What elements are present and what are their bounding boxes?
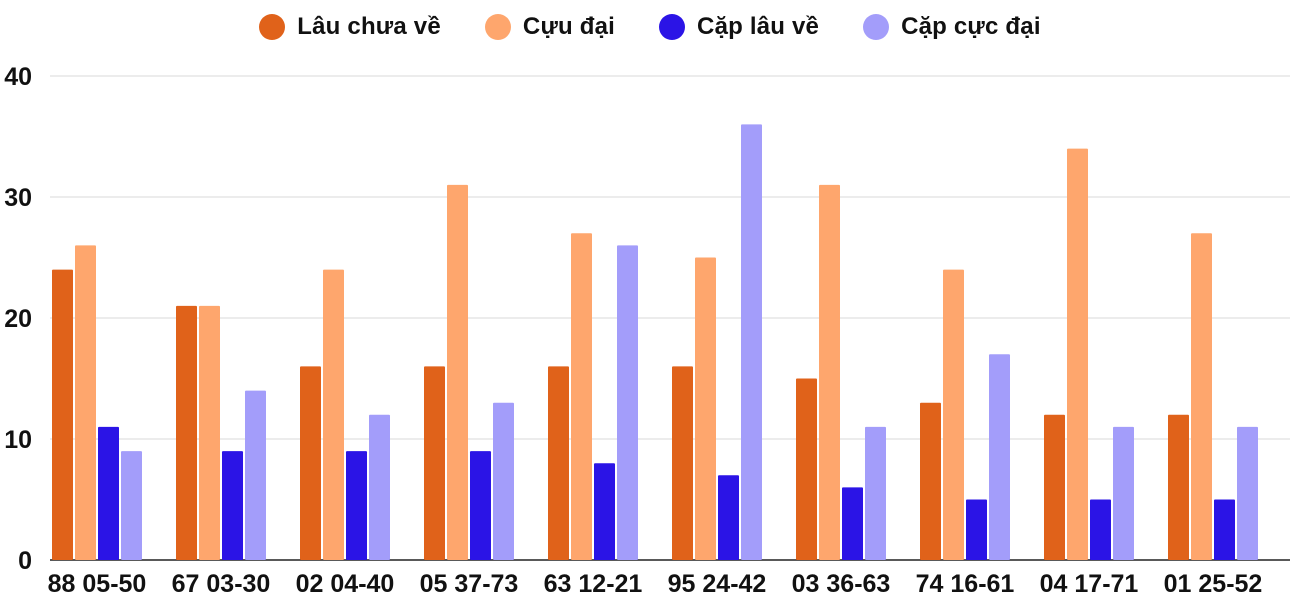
legend-item-cuu-dai[interactable]: Cựu đại — [484, 13, 616, 41]
bar-1-7[interactable] — [796, 378, 817, 561]
bar-1-2[interactable] — [176, 305, 197, 560]
bar-4-2[interactable] — [245, 390, 266, 560]
bar-2-7[interactable] — [819, 184, 840, 560]
y-tick-label: 30 — [4, 184, 32, 212]
bar-4-3[interactable] — [369, 414, 390, 560]
bar-4-5[interactable] — [617, 245, 638, 560]
legend-label-cap-cuc-dai: Cặp cực đại — [901, 13, 1041, 40]
bar-4-6[interactable] — [741, 124, 762, 561]
x-tick-label: 04 17-71 — [1040, 570, 1139, 598]
bar-1-10[interactable] — [1168, 414, 1189, 560]
bar-4-1[interactable] — [121, 451, 142, 560]
y-tick-label: 0 — [18, 547, 32, 575]
legend-swatch-cap-cuc-dai — [863, 14, 890, 40]
legend-label-cap-lau-ve: Cặp lâu về — [697, 13, 820, 40]
x-tick-label: 01 25-52 — [1164, 570, 1263, 598]
legend-swatch-cap-lau-ve — [659, 14, 686, 40]
x-tick-label: 02 04-40 — [296, 570, 395, 598]
bar-3-4[interactable] — [470, 451, 491, 560]
bar-3-10[interactable] — [1214, 499, 1235, 561]
bar-2-3[interactable] — [323, 269, 344, 560]
bar-1-3[interactable] — [300, 366, 321, 560]
bar-1-6[interactable] — [672, 366, 693, 560]
bar-1-5[interactable] — [548, 366, 569, 560]
bar-2-6[interactable] — [695, 257, 716, 561]
x-tick-label: 03 36-63 — [792, 570, 891, 598]
legend-item-cap-cuc-dai[interactable]: Cặp cực đại — [863, 13, 1041, 41]
bar-3-9[interactable] — [1090, 499, 1111, 561]
chart-legend: Lâu chưa về Cựu đại Cặp lâu về Cặp cực đ… — [0, 9, 1300, 45]
bar-2-2[interactable] — [199, 305, 220, 560]
bar-2-9[interactable] — [1067, 148, 1088, 560]
legend-item-lau-chua-ve[interactable]: Lâu chưa về — [259, 13, 441, 41]
y-tick-label: 40 — [4, 63, 32, 91]
bar-1-8[interactable] — [920, 402, 941, 560]
bar-1-4[interactable] — [424, 366, 445, 560]
bar-3-3[interactable] — [346, 451, 367, 560]
bar-1-9[interactable] — [1044, 414, 1065, 560]
bar-4-10[interactable] — [1237, 426, 1258, 560]
legend-swatch-cuu-dai — [484, 14, 511, 40]
bar-4-9[interactable] — [1113, 426, 1134, 560]
bar-2-10[interactable] — [1191, 233, 1212, 561]
legend-label-cuu-dai: Cựu đại — [522, 13, 616, 40]
bar-4-7[interactable] — [865, 426, 886, 560]
bar-1-1[interactable] — [52, 269, 73, 560]
y-tick-label: 10 — [4, 426, 32, 454]
bar-4-8[interactable] — [989, 354, 1010, 560]
legend-swatch-lau-chua-ve — [259, 14, 286, 40]
bar-3-1[interactable] — [98, 426, 119, 560]
legend-item-cap-lau-ve[interactable]: Cặp lâu về — [659, 13, 819, 41]
bar-2-8[interactable] — [943, 269, 964, 560]
y-tick-label: 20 — [4, 305, 32, 333]
bar-3-7[interactable] — [842, 487, 863, 560]
bar-3-5[interactable] — [594, 463, 615, 560]
bar-2-1[interactable] — [75, 245, 96, 560]
x-tick-label: 74 16-61 — [916, 570, 1015, 598]
x-tick-label: 95 24-42 — [668, 570, 767, 598]
bar-3-2[interactable] — [222, 451, 243, 560]
bar-3-8[interactable] — [966, 499, 987, 561]
bar-4-4[interactable] — [493, 402, 514, 560]
x-tick-label: 67 03-30 — [172, 570, 271, 598]
x-tick-label: 05 37-73 — [420, 570, 519, 598]
legend-label-lau-chua-ve: Lâu chưa về — [297, 13, 441, 40]
bar-3-6[interactable] — [718, 475, 739, 560]
bar-2-5[interactable] — [571, 233, 592, 561]
bar-2-4[interactable] — [447, 184, 468, 560]
x-tick-label: 88 05-50 — [48, 570, 147, 598]
x-tick-label: 63 12-21 — [544, 570, 643, 598]
